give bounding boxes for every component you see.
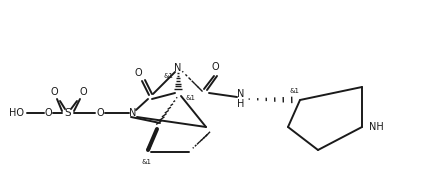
Text: N: N [174, 63, 182, 73]
Text: O: O [79, 87, 87, 97]
Polygon shape [146, 129, 157, 150]
Text: S: S [65, 108, 71, 118]
Text: O: O [44, 108, 52, 118]
Text: &1: &1 [163, 73, 173, 79]
Text: O: O [50, 87, 58, 97]
Text: N: N [237, 89, 245, 99]
Text: HO: HO [10, 108, 24, 118]
Text: N: N [129, 108, 137, 118]
Text: &1: &1 [289, 88, 299, 94]
Text: O: O [134, 68, 142, 78]
Text: O: O [211, 62, 219, 72]
Text: &1: &1 [185, 95, 195, 101]
Text: H: H [237, 99, 245, 109]
Text: NH: NH [369, 122, 384, 132]
Text: &1: &1 [141, 159, 151, 165]
Text: O: O [96, 108, 104, 118]
